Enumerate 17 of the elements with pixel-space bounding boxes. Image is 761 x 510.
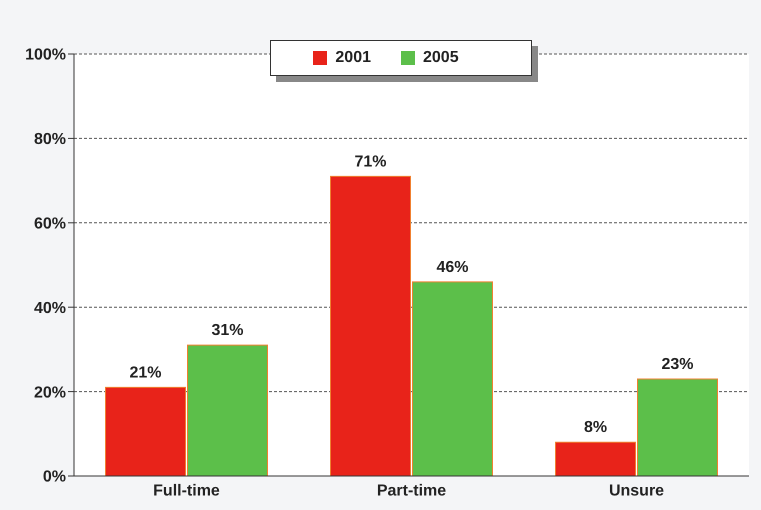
y-tick-label: 100% (25, 46, 66, 64)
data-label: 31% (211, 322, 244, 340)
y-tick-label: 60% (34, 215, 66, 232)
data-label: 71% (354, 153, 387, 170)
data-label: 8% (584, 419, 608, 436)
legend-label: 2005 (423, 49, 459, 66)
y-tick-label: 0% (42, 468, 66, 486)
x-tick-label: Unsure (608, 482, 664, 500)
y-tick-label: 80% (34, 131, 66, 148)
y-tick-label: 20% (34, 384, 66, 402)
x-tick-label: Part-time (376, 482, 446, 500)
y-tick-label: 40% (34, 300, 66, 317)
data-label: 46% (436, 258, 469, 276)
legend-label: 2001 (335, 49, 371, 66)
x-tick-label: Full-time (153, 482, 220, 500)
data-label: 23% (661, 356, 694, 373)
data-label: 21% (129, 364, 162, 382)
